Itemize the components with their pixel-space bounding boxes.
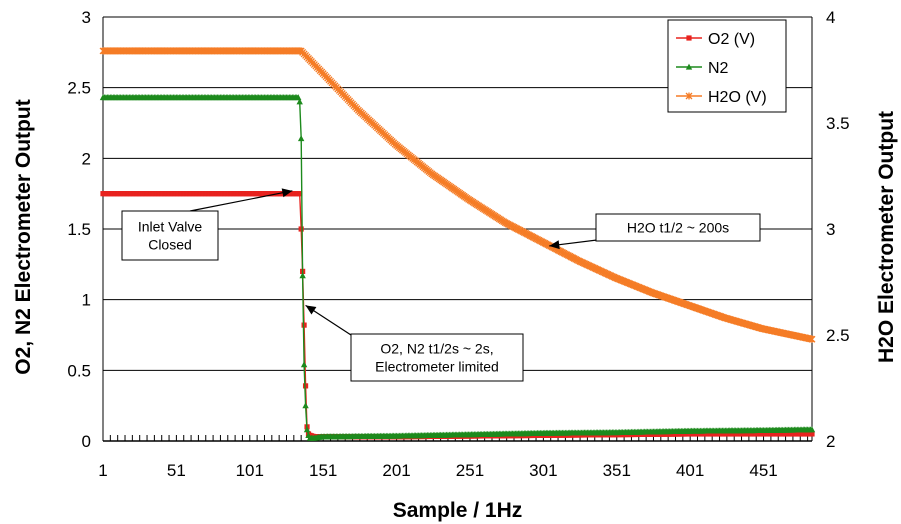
y-tick-label-left: 1	[82, 291, 91, 310]
data-point	[808, 426, 816, 433]
data-point	[296, 98, 303, 105]
annotation-box	[595, 213, 761, 242]
y-tick-label-left: 0	[82, 432, 91, 451]
data-point	[303, 426, 311, 433]
data-point	[298, 226, 304, 232]
y-tick-label-left: 3	[82, 8, 91, 27]
annotation-arrow	[189, 190, 293, 212]
y-tick-label-right: 3	[826, 220, 835, 239]
legend-label: H2O (V)	[708, 89, 767, 106]
x-tick-label: 251	[456, 461, 484, 480]
annotation-box	[350, 333, 524, 382]
y-tick-label-right: 4	[826, 8, 835, 27]
y-tick-label-right: 2	[826, 432, 835, 451]
annotation-box	[121, 210, 219, 261]
data-point	[809, 431, 815, 437]
series-line	[103, 96, 813, 439]
y-tick-label-left: 1.5	[67, 220, 91, 239]
y-axis-title-right: H2O Electrometer Output	[875, 111, 898, 363]
x-tick-label: 351	[603, 461, 631, 480]
legend-swatch-marker	[686, 35, 692, 41]
annotation-callout: Inlet Valve Closed	[121, 188, 293, 261]
series-n2	[99, 94, 816, 441]
annotation-callout: O2, N2 t1/2s ~ 2s, Electrometer limited	[305, 304, 524, 382]
data-point	[297, 191, 303, 197]
x-tick-label: 451	[749, 461, 777, 480]
series-h2o-v	[99, 47, 816, 343]
data-point	[808, 335, 816, 343]
x-tick-label: 201	[382, 461, 410, 480]
annotation-callout: H2O t1/2 ~ 200s	[549, 213, 761, 250]
tick-labels: 1 51 101 151 201 251 301 351 401 45100.511.522.53…	[67, 8, 849, 480]
annotation-text: Inlet Valve	[138, 219, 203, 235]
annotation-text: O2, N2 t1/2s ~ 2s,	[380, 341, 493, 357]
y-tick-label-right: 2.5	[826, 326, 850, 345]
y-tick-label-right: 3.5	[826, 114, 850, 133]
grid-lines	[102, 16, 813, 442]
x-tick-label: 151	[309, 461, 337, 480]
data-point	[299, 272, 306, 279]
legend-swatch-marker	[685, 63, 693, 70]
x-tick-label: 1	[98, 461, 107, 480]
legend-item: N2	[676, 60, 729, 77]
annotation-text: Closed	[148, 237, 192, 253]
x-tick-label: 401	[676, 461, 704, 480]
annotation-arrowhead	[281, 188, 293, 198]
legend-label: N2	[708, 60, 729, 77]
x-tick-label: 301	[529, 461, 557, 480]
annotation-text: H2O t1/2 ~ 200s	[627, 220, 729, 236]
y-tick-label-left: 0.5	[67, 361, 91, 380]
y-tick-label-left: 2.5	[67, 79, 91, 98]
x-tick-label: 51	[167, 461, 186, 480]
x-tick-label: 101	[236, 461, 264, 480]
legend-item: O2 (V)	[676, 31, 755, 48]
annotations: Inlet Valve Closed H2O t1/2 ~ 200s O2, N2 t…	[121, 188, 761, 382]
legend: O2 (V) N2 H2O (V)	[667, 19, 787, 113]
data-point	[297, 135, 305, 142]
data-point	[300, 361, 308, 368]
x-axis-title: Sample / 1Hz	[393, 499, 523, 522]
annotation-text: Electrometer limited	[375, 359, 499, 375]
y-axis-title-left: O2, N2 Electrometer Output	[12, 99, 35, 374]
annotation-arrowhead	[549, 240, 560, 250]
legend-item: H2O (V)	[676, 89, 767, 106]
legend-label: O2 (V)	[708, 31, 755, 48]
y-tick-label-left: 2	[82, 149, 91, 168]
data-point	[302, 402, 309, 409]
legend-swatch-marker	[685, 92, 693, 100]
annotation-arrowhead	[305, 305, 317, 315]
